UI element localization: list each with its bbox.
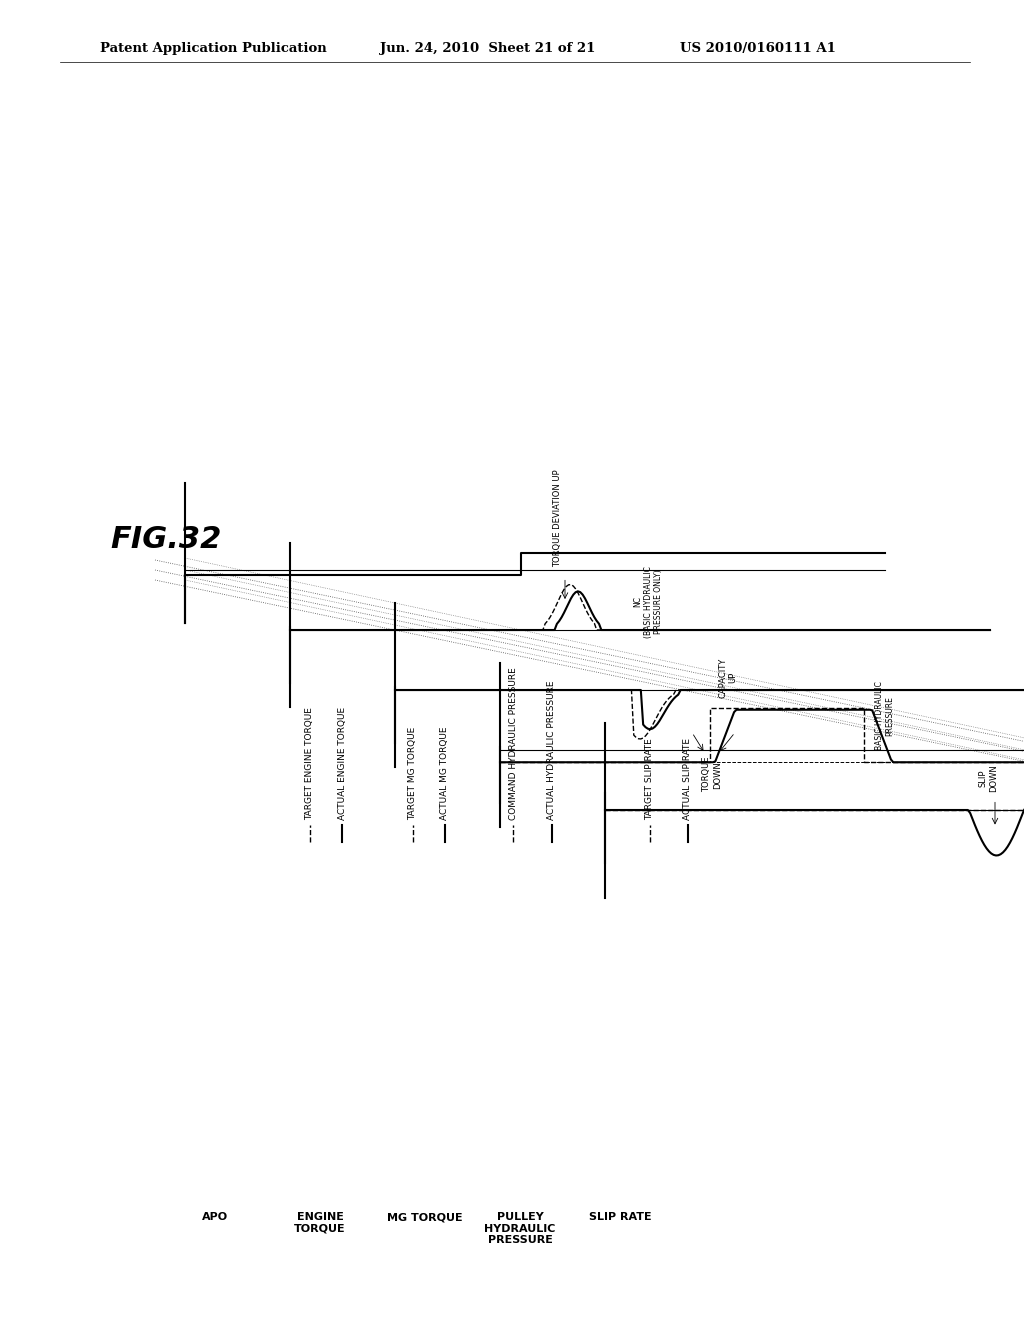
Text: PULLEY
HYDRAULIC
PRESSURE: PULLEY HYDRAULIC PRESSURE	[484, 1212, 556, 1245]
Text: ACTUAL SLIP RATE: ACTUAL SLIP RATE	[683, 738, 692, 820]
Text: FIG.32: FIG.32	[110, 525, 221, 554]
Text: TORQUE
DOWN: TORQUE DOWN	[702, 756, 722, 792]
Text: ACTUAL MG TORQUE: ACTUAL MG TORQUE	[440, 726, 450, 820]
Text: ACTUAL ENGINE TORQUE: ACTUAL ENGINE TORQUE	[338, 708, 346, 820]
Text: ENGINE
TORQUE: ENGINE TORQUE	[294, 1212, 346, 1234]
Text: COMMAND HYDRAULIC PRESSURE: COMMAND HYDRAULIC PRESSURE	[509, 667, 517, 820]
Text: US 2010/0160111 A1: US 2010/0160111 A1	[680, 42, 836, 55]
Text: SLIP RATE: SLIP RATE	[589, 1212, 651, 1222]
Text: SLIP
DOWN: SLIP DOWN	[978, 764, 997, 792]
Text: TARGET MG TORQUE: TARGET MG TORQUE	[409, 727, 418, 820]
Text: Patent Application Publication: Patent Application Publication	[100, 42, 327, 55]
Text: TORQUE DEVIATION UP: TORQUE DEVIATION UP	[554, 470, 562, 568]
Text: TARGET ENGINE TORQUE: TARGET ENGINE TORQUE	[305, 708, 314, 820]
Text: Jun. 24, 2010  Sheet 21 of 21: Jun. 24, 2010 Sheet 21 of 21	[380, 42, 595, 55]
Text: APO: APO	[202, 1212, 228, 1222]
Text: CAPACITY
UP: CAPACITY UP	[718, 657, 737, 697]
Text: MG TORQUE: MG TORQUE	[387, 1212, 463, 1222]
Text: TARGET SLIP RATE: TARGET SLIP RATE	[645, 738, 654, 820]
Text: ACTUAL HYDRAULIC PRESSURE: ACTUAL HYDRAULIC PRESSURE	[548, 681, 556, 820]
Text: BASIC HYDRAULIC
PRESSURE: BASIC HYDRAULIC PRESSURE	[876, 681, 895, 750]
Text: NC
(BASIC HYDRAULIC
PRESSURE ONLY): NC (BASIC HYDRAULIC PRESSURE ONLY)	[633, 566, 663, 638]
